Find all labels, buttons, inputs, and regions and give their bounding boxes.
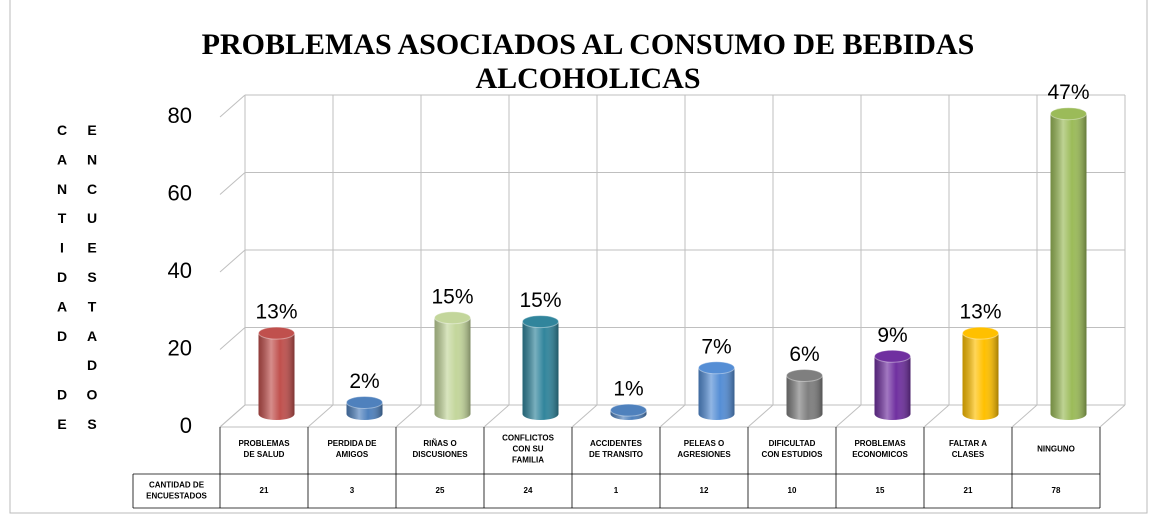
x-tick-label: FALTAR A CLASES [949, 439, 987, 459]
chart-title: ALCOHOLICAS [475, 62, 700, 95]
table-row-header: CANTIDAD DE ENCUESTADOS [146, 481, 207, 501]
cylinder [874, 349, 911, 420]
y-axis-label: ENCUESTADOS [84, 122, 100, 446]
data-label: 15% [431, 285, 473, 308]
table-value: 12 [700, 486, 709, 495]
cylinder-top [346, 395, 383, 409]
y-tick-label: 60 [168, 180, 192, 205]
table-value: 15 [876, 486, 885, 495]
y-tick-label: 40 [168, 258, 192, 283]
floor-line [571, 404, 598, 428]
table-value: 24 [524, 486, 533, 495]
table-value: 1 [614, 486, 619, 495]
floor-line [483, 404, 510, 428]
data-label: 9% [877, 324, 907, 347]
cylinder [610, 403, 647, 420]
grid-line [219, 249, 246, 273]
data-label: 7% [701, 335, 731, 358]
grid-line [219, 172, 246, 195]
grid-line [219, 94, 246, 118]
cylinder [962, 326, 999, 420]
cylinder-top [962, 326, 999, 340]
cylinder-top [434, 311, 471, 325]
x-tick-label: CONFLICTOS CON SU FAMILIA [502, 434, 555, 465]
data-label: 6% [789, 343, 819, 366]
x-tick-label: PERDIDA DE AMIGOS [327, 439, 377, 459]
data-label: 2% [349, 370, 379, 393]
floor-line [1011, 404, 1038, 428]
table-value: 3 [350, 486, 355, 495]
x-tick-label: PROBLEMAS ECONOMICOS [852, 439, 908, 459]
cylinder-top [610, 403, 647, 417]
x-tick-label: RIÑAS O DISCUSIONES [412, 439, 468, 459]
floor-line [923, 404, 950, 428]
grid-line [219, 404, 246, 428]
cylinder-top [874, 349, 911, 363]
cylinder-shade [874, 356, 911, 420]
cylinder-shade [522, 321, 559, 420]
x-tick-label: NINGUNO [1037, 445, 1075, 454]
cylinder-top [1050, 107, 1087, 121]
table-value: 21 [260, 486, 269, 495]
table-value: 10 [788, 486, 797, 495]
cylinder-shade [786, 375, 823, 420]
y-tick-label: 20 [168, 335, 192, 360]
cylinder-shade [1050, 113, 1087, 420]
x-tick-label: ACCIDENTES DE TRANSITO [589, 439, 643, 459]
cylinder [434, 311, 471, 420]
cylinder-shade [962, 333, 999, 420]
cylinder-top [786, 369, 823, 382]
floor-line [835, 404, 862, 428]
cylinder [786, 369, 823, 420]
cylinder-top [258, 326, 295, 340]
table-value: 21 [964, 486, 973, 495]
y-tick-label: 0 [180, 413, 192, 438]
x-tick-label: PROBLEMAS DE SALUD [238, 439, 290, 459]
data-label: 47% [1047, 81, 1089, 104]
grid-line [219, 327, 246, 350]
cylinder [1050, 107, 1087, 420]
cylinder [346, 395, 383, 420]
floor-line [747, 404, 774, 428]
cylinder [522, 315, 559, 420]
table-value: 78 [1052, 486, 1061, 495]
data-label: 13% [959, 301, 1001, 324]
cylinder-shade [434, 317, 471, 420]
cylinder [258, 326, 295, 420]
x-tick-label: DIFICULTAD CON ESTUDIOS [762, 439, 824, 459]
chart-title: PROBLEMAS ASOCIADOS AL CONSUMO DE BEBIDA… [202, 28, 975, 61]
x-tick-label: PELEAS O AGRESIONES [677, 439, 731, 459]
cylinder-shade [698, 367, 735, 420]
cylinder [698, 361, 735, 420]
data-label: 13% [255, 301, 297, 324]
data-label: 1% [613, 378, 643, 401]
cylinder-top [698, 361, 735, 375]
cylinder-top [522, 315, 559, 329]
floor-line [307, 404, 334, 428]
y-axis-label: CANTIDAD DE [54, 122, 70, 446]
frame [9, 0, 1148, 514]
floor-line [395, 404, 422, 428]
y-tick-label: 80 [168, 103, 192, 128]
floor-line [1099, 404, 1126, 428]
data-label: 15% [519, 289, 561, 312]
table-value: 25 [436, 486, 445, 495]
cylinder-shade [258, 333, 295, 420]
floor-line [659, 404, 686, 428]
